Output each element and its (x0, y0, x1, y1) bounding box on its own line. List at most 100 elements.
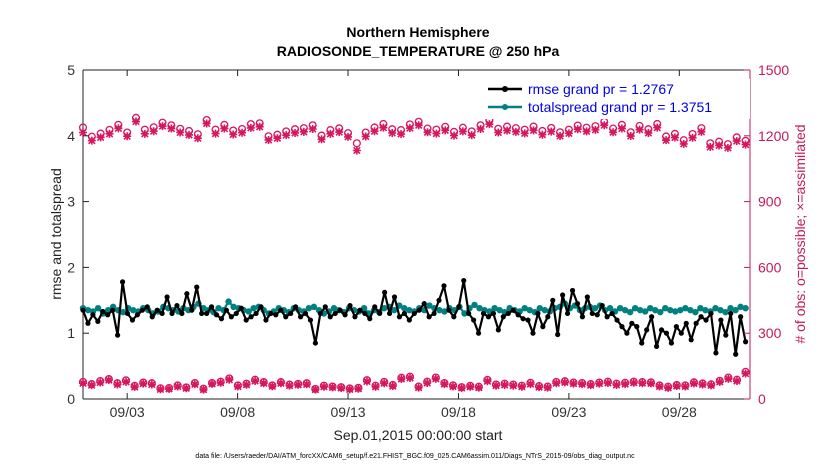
obs-assimilated-point (520, 129, 529, 138)
rmse-point (238, 305, 244, 311)
obs-assimilated-low-point (79, 379, 87, 388)
rmse-point (377, 310, 383, 317)
rmse-point (189, 307, 195, 313)
obs-count-layer (78, 113, 750, 394)
obs-assimilated-low-point (233, 382, 242, 391)
spread-point (636, 306, 644, 314)
obs-assimilated-low-point (603, 378, 612, 387)
rmse-point (342, 312, 348, 318)
obs-assimilated-point (662, 136, 671, 145)
obs-assimilated-point (105, 129, 114, 138)
spread-point (662, 304, 669, 312)
rmse-point (411, 310, 417, 317)
rmse-point (386, 310, 393, 317)
rmse-point (471, 317, 477, 323)
obs-assimilated-low-point (199, 385, 208, 394)
obs-assimilated-low-point (621, 380, 630, 389)
rmse-point (362, 310, 368, 317)
spread-point (631, 304, 639, 312)
legend-rmse-label: rmse grand pr = 1.2767 (528, 81, 674, 97)
obs-assimilated-point (176, 128, 185, 137)
obs-assimilated-point (238, 128, 247, 137)
rmse-point (317, 310, 323, 317)
legend: rmse grand pr = 1.2767 totalspread grand… (484, 79, 750, 119)
spread-point (626, 308, 634, 316)
rmse-point (100, 308, 106, 315)
rmse-point (728, 310, 734, 317)
rmse-point (698, 314, 704, 320)
spread-point (541, 306, 549, 314)
rmse-point (461, 277, 467, 284)
rmse-point (110, 307, 116, 313)
rmse-point (708, 310, 714, 317)
obs-assimilated-low-point (122, 377, 131, 386)
spread-point (436, 306, 443, 314)
rmse-point (288, 310, 294, 317)
obs-assimilated-low-point (466, 382, 475, 391)
spread-point (641, 308, 649, 315)
obs-assimilated-point (96, 133, 105, 142)
obs-assimilated-point (715, 141, 724, 150)
obs-assimilated-low-point (732, 377, 741, 386)
obs-assimilated-point (741, 140, 750, 149)
obs-assimilated-point (361, 132, 370, 141)
obs-assimilated-low-point (337, 384, 346, 393)
rmse-point (742, 339, 749, 345)
legend-spread-marker (502, 104, 508, 110)
rmse-point (208, 304, 215, 310)
spread-point (84, 306, 92, 314)
spread-point (652, 306, 659, 314)
obs-assimilated-low-point (388, 382, 397, 391)
obs-assimilated-point (432, 129, 441, 138)
spread-point (526, 306, 533, 314)
y2-tick-label: 1200 (758, 128, 789, 144)
rmse-point (644, 327, 650, 333)
x-tick-label: 09/03 (110, 404, 145, 420)
y-tick-label: 5 (67, 62, 75, 78)
rmse-point (614, 317, 620, 323)
obs-assimilated-point (485, 120, 494, 129)
obs-assimilated-low-point (190, 380, 199, 389)
obs-assimilated-low-point (276, 379, 285, 388)
rmse-point (683, 320, 689, 326)
rmse-point (174, 302, 180, 309)
spread-point (732, 306, 739, 314)
obs-assimilated-point (352, 146, 361, 155)
spread-point (591, 304, 599, 312)
y-tick-label: 2 (67, 259, 75, 275)
obs-assimilated-point (229, 130, 238, 139)
spread-point (496, 306, 503, 314)
obs-assimilated-low-point (509, 381, 518, 390)
obs-assimilated-low-point (500, 380, 509, 389)
chart-title: Northern Hemisphere (346, 24, 489, 40)
obs-assimilated-point (140, 129, 149, 138)
legend-rmse-marker (502, 86, 508, 92)
obs-assimilated-low-point (423, 378, 432, 387)
rmse-point (619, 324, 625, 330)
obs-assimilated-point (556, 132, 565, 141)
y-axis-label: rmse and totalspread (48, 168, 64, 300)
obs-assimilated-point (423, 128, 432, 137)
obs-assimilated-low-point (130, 382, 139, 391)
rmse-point (609, 310, 615, 317)
obs-assimilated-point (246, 123, 255, 132)
rmse-point (204, 310, 210, 317)
obs-assimilated-point (397, 130, 406, 139)
x-tick-label: 09/23 (551, 404, 586, 420)
obs-assimilated-low-point (87, 381, 96, 390)
obs-assimilated-low-point (449, 382, 458, 391)
spread-point (401, 304, 408, 312)
spread-point (119, 308, 127, 316)
obs-assimilated-point (167, 124, 176, 133)
obs-assimilated-low-point (208, 379, 217, 388)
rmse-point (530, 330, 536, 336)
rmse-point (639, 340, 645, 346)
spread-point (737, 303, 744, 311)
obs-assimilated-point (635, 125, 644, 134)
obs-assimilated-point (600, 121, 609, 130)
y2-tick-label: 900 (758, 194, 782, 210)
rmse-point (129, 317, 136, 323)
obs-assimilated-low-point (302, 380, 311, 389)
obs-assimilated-low-point (552, 379, 561, 388)
obs-assimilated-point (255, 122, 264, 131)
